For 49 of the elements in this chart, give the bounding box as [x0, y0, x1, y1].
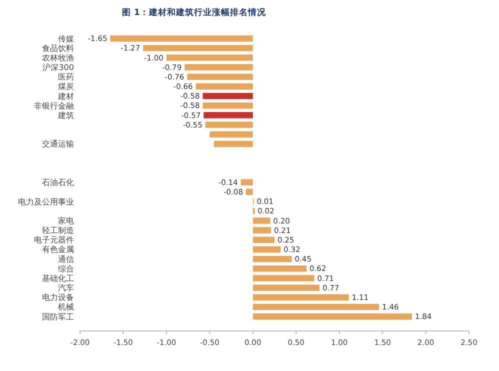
bar	[252, 284, 320, 291]
chart-title: 图 1：建材和建筑行业涨幅排名情况	[122, 7, 267, 18]
y-tick-label: 医药	[58, 72, 74, 82]
y-tick-label: 食品饮料	[42, 44, 74, 53]
bar	[196, 83, 253, 90]
bar	[252, 304, 380, 310]
y-tick-label: 有色金属	[42, 245, 74, 254]
y-tick-label: 汽车	[58, 284, 74, 293]
bar	[143, 44, 253, 52]
bar	[252, 294, 349, 300]
y-tick-label: 综合	[58, 264, 74, 274]
bar	[184, 64, 253, 70]
y-tick-label: 家电	[58, 216, 74, 226]
y-tick-label: 传媒	[58, 34, 74, 44]
bar	[166, 54, 253, 61]
y-tick-label: 石油石化	[42, 178, 74, 188]
bar	[240, 179, 253, 186]
bar	[252, 265, 306, 272]
bar	[252, 227, 272, 234]
y-tick-label: 机械	[58, 302, 74, 312]
y-tick-label: 煤炭	[58, 82, 74, 92]
y-tick-label: 建筑	[57, 110, 74, 120]
y-tick-label: 农林牧渔	[42, 53, 74, 62]
bar	[252, 256, 292, 262]
y-tick-label: 基础化工	[42, 274, 74, 283]
y-tick-label: 电子元器件	[34, 236, 74, 245]
bar	[214, 140, 253, 148]
y-tick-label: 电力设备	[42, 293, 74, 302]
y-tick-label: 轻工制造	[42, 226, 74, 236]
y-tick-label: 国防军工	[42, 312, 74, 322]
y-tick-label: 交通运输	[42, 140, 74, 149]
bar	[246, 188, 253, 195]
y-tick-label: 通信	[58, 254, 74, 264]
bar	[205, 122, 253, 128]
y-tick-label: 沪深300	[42, 63, 74, 72]
bar	[202, 102, 253, 109]
bar	[252, 236, 274, 243]
y-tick-label: 电力及公用事业	[18, 197, 74, 206]
bar	[187, 74, 253, 80]
bar	[252, 218, 270, 224]
bar	[252, 275, 314, 282]
y-tick-label: 非银行金融	[34, 101, 74, 110]
bar	[252, 313, 412, 320]
bar	[210, 131, 253, 138]
bar	[204, 112, 253, 118]
y-tick-label: 建材	[57, 92, 74, 101]
bar	[252, 246, 281, 253]
bar	[202, 92, 253, 100]
bar	[110, 35, 253, 42]
